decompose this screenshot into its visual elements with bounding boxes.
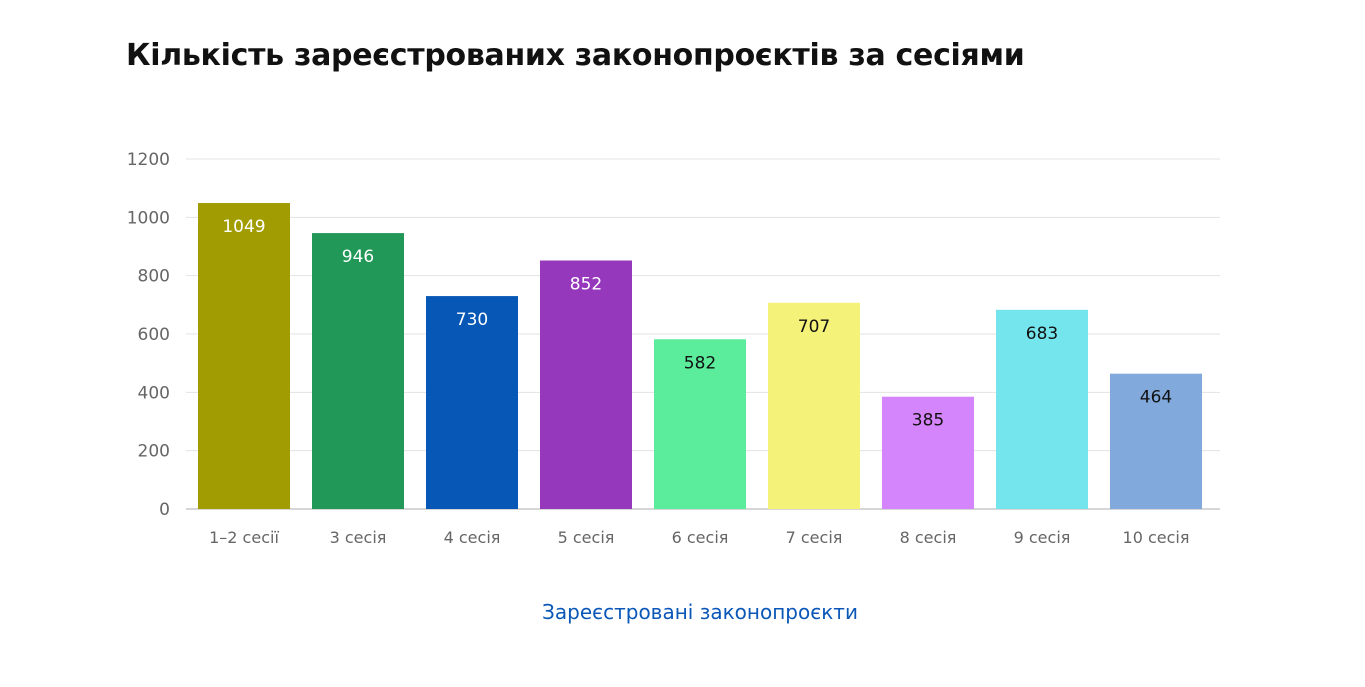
data-label: 464	[1140, 388, 1172, 408]
bar	[768, 302, 860, 509]
x-tick-label: 7 сесія	[786, 528, 843, 547]
bar	[996, 309, 1088, 509]
y-tick-label: 1000	[127, 208, 170, 228]
bar	[426, 296, 518, 509]
x-tick-label: 6 сесія	[672, 528, 729, 547]
bar	[1110, 373, 1202, 509]
legend-series-label: Зареєстровані законопроєкти	[542, 600, 858, 624]
x-tick-label: 1–2 сесії	[209, 528, 279, 547]
data-label: 707	[798, 317, 830, 337]
data-label: 852	[570, 275, 602, 295]
x-tick-label: 5 сесія	[558, 528, 615, 547]
x-tick-label: 4 сесія	[444, 528, 501, 547]
bar	[654, 339, 746, 509]
y-tick-label: 1200	[127, 150, 170, 170]
bar	[198, 203, 290, 509]
bar	[312, 233, 404, 510]
y-tick-label: 400	[138, 383, 170, 403]
x-tick-label: 3 сесія	[330, 528, 387, 547]
bar	[540, 260, 632, 509]
y-tick-label: 600	[138, 325, 170, 345]
x-tick-label: 9 сесія	[1014, 528, 1071, 547]
chart-title: Кількість зареєстрованих законопроєктів …	[126, 38, 1025, 73]
data-label: 683	[1026, 324, 1058, 344]
y-tick-label: 0	[159, 500, 170, 520]
x-tick-label: 8 сесія	[900, 528, 957, 547]
data-label: 946	[342, 247, 374, 267]
data-label: 1049	[222, 217, 265, 237]
bar	[882, 396, 974, 509]
y-tick-label: 200	[138, 442, 170, 462]
data-label: 385	[912, 411, 944, 431]
data-label: 582	[684, 353, 716, 373]
data-label: 730	[456, 310, 488, 330]
y-tick-label: 800	[138, 267, 170, 287]
x-tick-label: 10 сесія	[1123, 528, 1190, 547]
